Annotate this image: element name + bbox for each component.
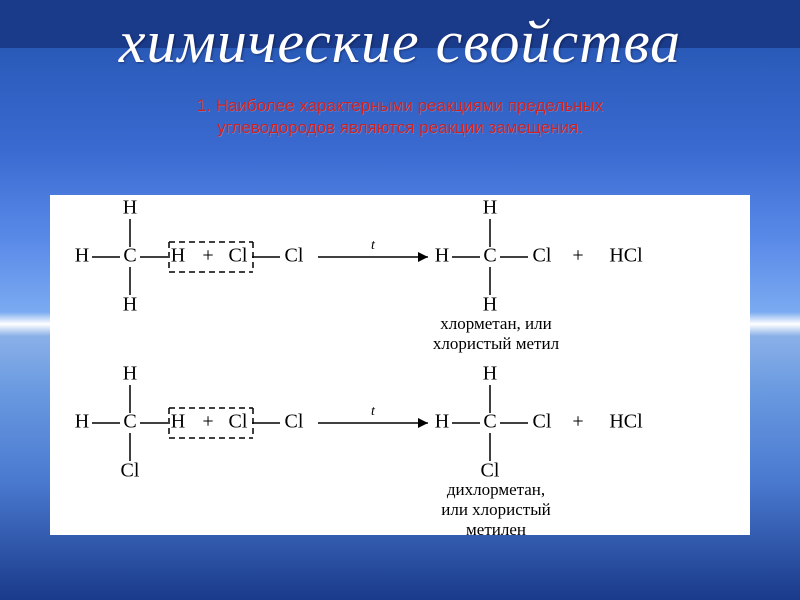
svg-text:дихлорметан,: дихлорметан,: [447, 480, 545, 499]
svg-text:H: H: [75, 411, 89, 433]
svg-text:t: t: [371, 238, 376, 253]
svg-text:Cl: Cl: [121, 460, 140, 482]
svg-text:H: H: [123, 197, 137, 219]
svg-text:H: H: [123, 363, 137, 385]
svg-text:+: +: [202, 245, 213, 267]
svg-text:Cl: Cl: [229, 245, 248, 267]
subtitle-line-2: углеводородов являются реакции замещения…: [217, 118, 583, 137]
svg-text:C: C: [123, 411, 136, 433]
svg-text:C: C: [483, 411, 496, 433]
svg-text:метилен: метилен: [466, 520, 526, 535]
svg-text:H: H: [483, 363, 497, 385]
svg-text:H: H: [483, 294, 497, 316]
svg-text:Cl: Cl: [285, 245, 304, 267]
svg-text:Cl: Cl: [533, 411, 552, 433]
svg-text:H: H: [123, 294, 137, 316]
svg-text:хлорметан, или: хлорметан, или: [440, 314, 552, 333]
svg-text:H: H: [171, 411, 185, 433]
svg-text:Cl: Cl: [481, 460, 500, 482]
svg-text:или хлористый: или хлористый: [441, 500, 551, 519]
svg-text:HCl: HCl: [609, 245, 643, 267]
svg-text:C: C: [483, 245, 496, 267]
svg-text:H: H: [171, 245, 185, 267]
svg-text:+: +: [572, 411, 583, 433]
slide-subtitle: 1. Наиболее характерными реакциями преде…: [0, 95, 800, 139]
svg-text:Cl: Cl: [229, 411, 248, 433]
svg-text:H: H: [435, 245, 449, 267]
svg-text:H: H: [435, 411, 449, 433]
slide-title: химические свойства: [0, 0, 800, 77]
svg-text:C: C: [123, 245, 136, 267]
svg-text:Cl: Cl: [533, 245, 552, 267]
svg-text:Cl: Cl: [285, 411, 304, 433]
svg-text:H: H: [75, 245, 89, 267]
subtitle-line-1: 1. Наиболее характерными реакциями преде…: [197, 96, 603, 115]
reaction-panel: CHHHH+ClCltCHHHCl+HClхлорметан, илихлори…: [50, 195, 750, 535]
svg-text:HCl: HCl: [609, 411, 643, 433]
svg-text:t: t: [371, 404, 376, 419]
reaction-diagram: CHHHH+ClCltCHHHCl+HClхлорметан, илихлори…: [50, 195, 750, 535]
svg-text:H: H: [483, 197, 497, 219]
svg-text:+: +: [572, 245, 583, 267]
svg-text:хлористый метил: хлористый метил: [433, 334, 560, 353]
svg-text:+: +: [202, 411, 213, 433]
